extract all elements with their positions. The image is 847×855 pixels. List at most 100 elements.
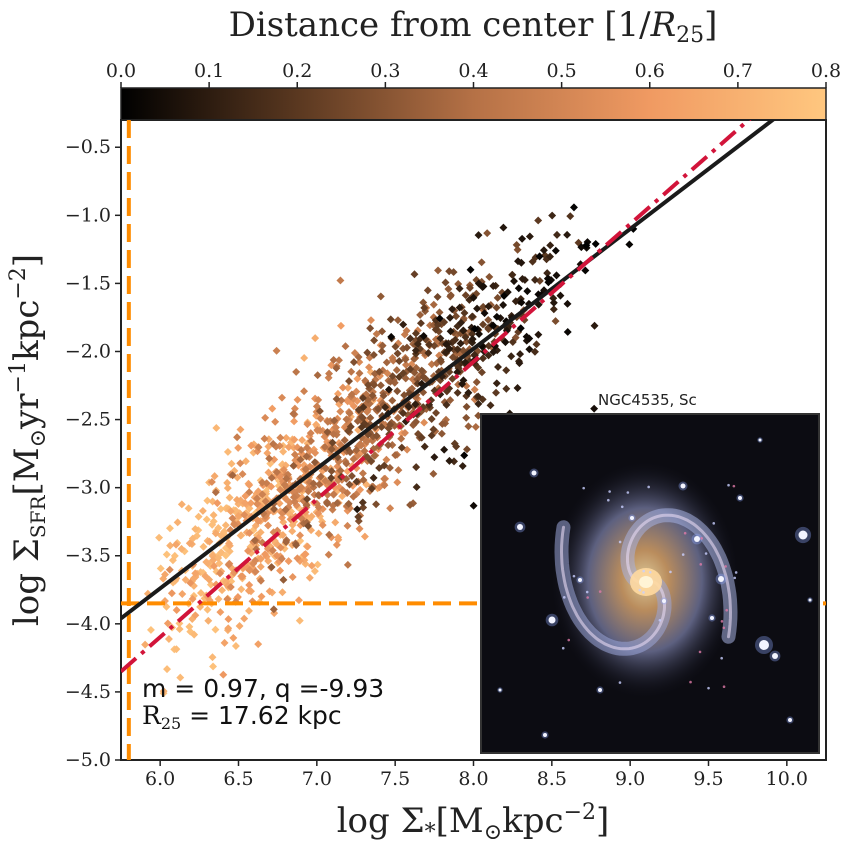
scatter-point <box>370 381 379 390</box>
scatter-point <box>336 407 345 416</box>
scatter-point <box>366 413 375 422</box>
scatter-point <box>378 341 387 350</box>
scatter-point <box>184 504 193 513</box>
scatter-point <box>392 366 401 375</box>
scatter-point <box>217 548 226 557</box>
scatter-point <box>146 625 155 634</box>
scatter-point <box>466 265 475 274</box>
scatter-point <box>298 436 307 445</box>
scatter-point <box>484 351 493 360</box>
scatter-point <box>165 565 174 574</box>
scatter-point <box>254 640 263 649</box>
scatter-point <box>295 485 304 494</box>
scatter-point <box>461 333 470 342</box>
scatter-point <box>485 272 494 281</box>
scatter-point <box>330 416 339 425</box>
scatter-point <box>412 483 421 492</box>
scatter-point <box>375 367 384 376</box>
scatter-point <box>329 355 338 364</box>
scatter-point <box>382 358 391 367</box>
scatter-point <box>347 390 356 399</box>
scatter-point <box>177 500 186 509</box>
y-tick-label: −3.5 <box>65 545 111 567</box>
scatter-point <box>209 511 218 520</box>
x-tick-label: 10.0 <box>766 768 808 790</box>
scatter-point <box>272 468 281 477</box>
scatter-point <box>223 484 232 493</box>
scatter-point <box>459 376 468 385</box>
colorbar-tick-label: 0.6 <box>635 60 665 82</box>
scatter-point <box>442 400 451 409</box>
colorbar-tick-label: 0.7 <box>723 60 753 82</box>
scatter-point <box>446 327 455 336</box>
scatter-point <box>501 338 510 347</box>
scatter-point <box>462 413 471 422</box>
r25-value: R25 = 17.62 kpc <box>142 701 342 733</box>
scatter-point <box>321 464 330 473</box>
scatter-point <box>368 391 377 400</box>
scatter-point <box>229 633 238 642</box>
scatter-point <box>380 474 389 483</box>
scatter-point <box>534 216 543 225</box>
scatter-point <box>381 403 390 412</box>
scatter-point <box>220 638 229 647</box>
scatter-point <box>343 560 352 569</box>
scatter-point <box>389 356 398 365</box>
scatter-point <box>543 269 552 278</box>
scatter-point <box>338 383 347 392</box>
scatter-point <box>489 348 498 356</box>
scatter-point <box>359 503 368 512</box>
scatter-point <box>303 495 312 504</box>
scatter-point <box>289 409 298 418</box>
y-tick-label: −4.0 <box>65 613 111 635</box>
scatter-point <box>320 443 329 451</box>
scatter-point <box>203 605 212 614</box>
scatter-point <box>349 402 358 411</box>
scatter-point <box>393 478 402 487</box>
scatter-point <box>387 332 396 341</box>
scatter-point <box>358 498 367 507</box>
scatter-point <box>516 324 525 333</box>
scatter-point <box>268 404 277 413</box>
scatter-point <box>345 409 354 418</box>
scatter-point <box>484 315 493 324</box>
scatter-point <box>166 524 174 533</box>
scatter-point <box>463 445 471 454</box>
scatter-point <box>523 287 532 296</box>
scatter-point <box>276 543 285 552</box>
scatter-point <box>411 329 420 338</box>
scatter-point <box>399 320 408 329</box>
scatter-point <box>359 476 368 484</box>
scatter-point <box>377 423 386 432</box>
scatter-point <box>525 345 534 354</box>
scatter-point <box>208 653 217 662</box>
scatter-point <box>268 546 277 555</box>
scatter-point <box>510 277 518 286</box>
scatter-point <box>315 480 324 489</box>
scatter-point <box>394 466 403 475</box>
y-tick-label: −4.5 <box>65 681 111 703</box>
scatter-point <box>480 309 489 318</box>
scatter-point <box>284 557 293 566</box>
scatter-point <box>328 438 337 447</box>
scatter-point <box>215 559 224 568</box>
scatter-point <box>419 298 428 307</box>
scatter-point <box>202 515 211 524</box>
colorbar-tick-label: 0.1 <box>194 60 224 82</box>
scatter-point <box>486 401 495 410</box>
scatter-point <box>406 365 415 374</box>
y-tick-label: −2.0 <box>65 340 111 362</box>
scatter-point <box>356 485 365 494</box>
x-tick-label: 7.0 <box>302 768 332 790</box>
scatter-point <box>370 336 379 345</box>
scatter-point <box>163 665 171 674</box>
scatter-point <box>301 465 310 474</box>
scatter-point <box>329 490 338 499</box>
scatter-point <box>260 434 269 443</box>
scatter-point <box>551 317 560 326</box>
scatter-point <box>178 590 187 598</box>
scatter-point <box>258 490 267 499</box>
x-axis-ticks: 6.0 6.5 7.0 7.5 8.0 8.5 9.0 9.5 10.0 <box>145 760 808 790</box>
scatter-point <box>214 595 223 603</box>
scatter-point <box>267 473 276 482</box>
